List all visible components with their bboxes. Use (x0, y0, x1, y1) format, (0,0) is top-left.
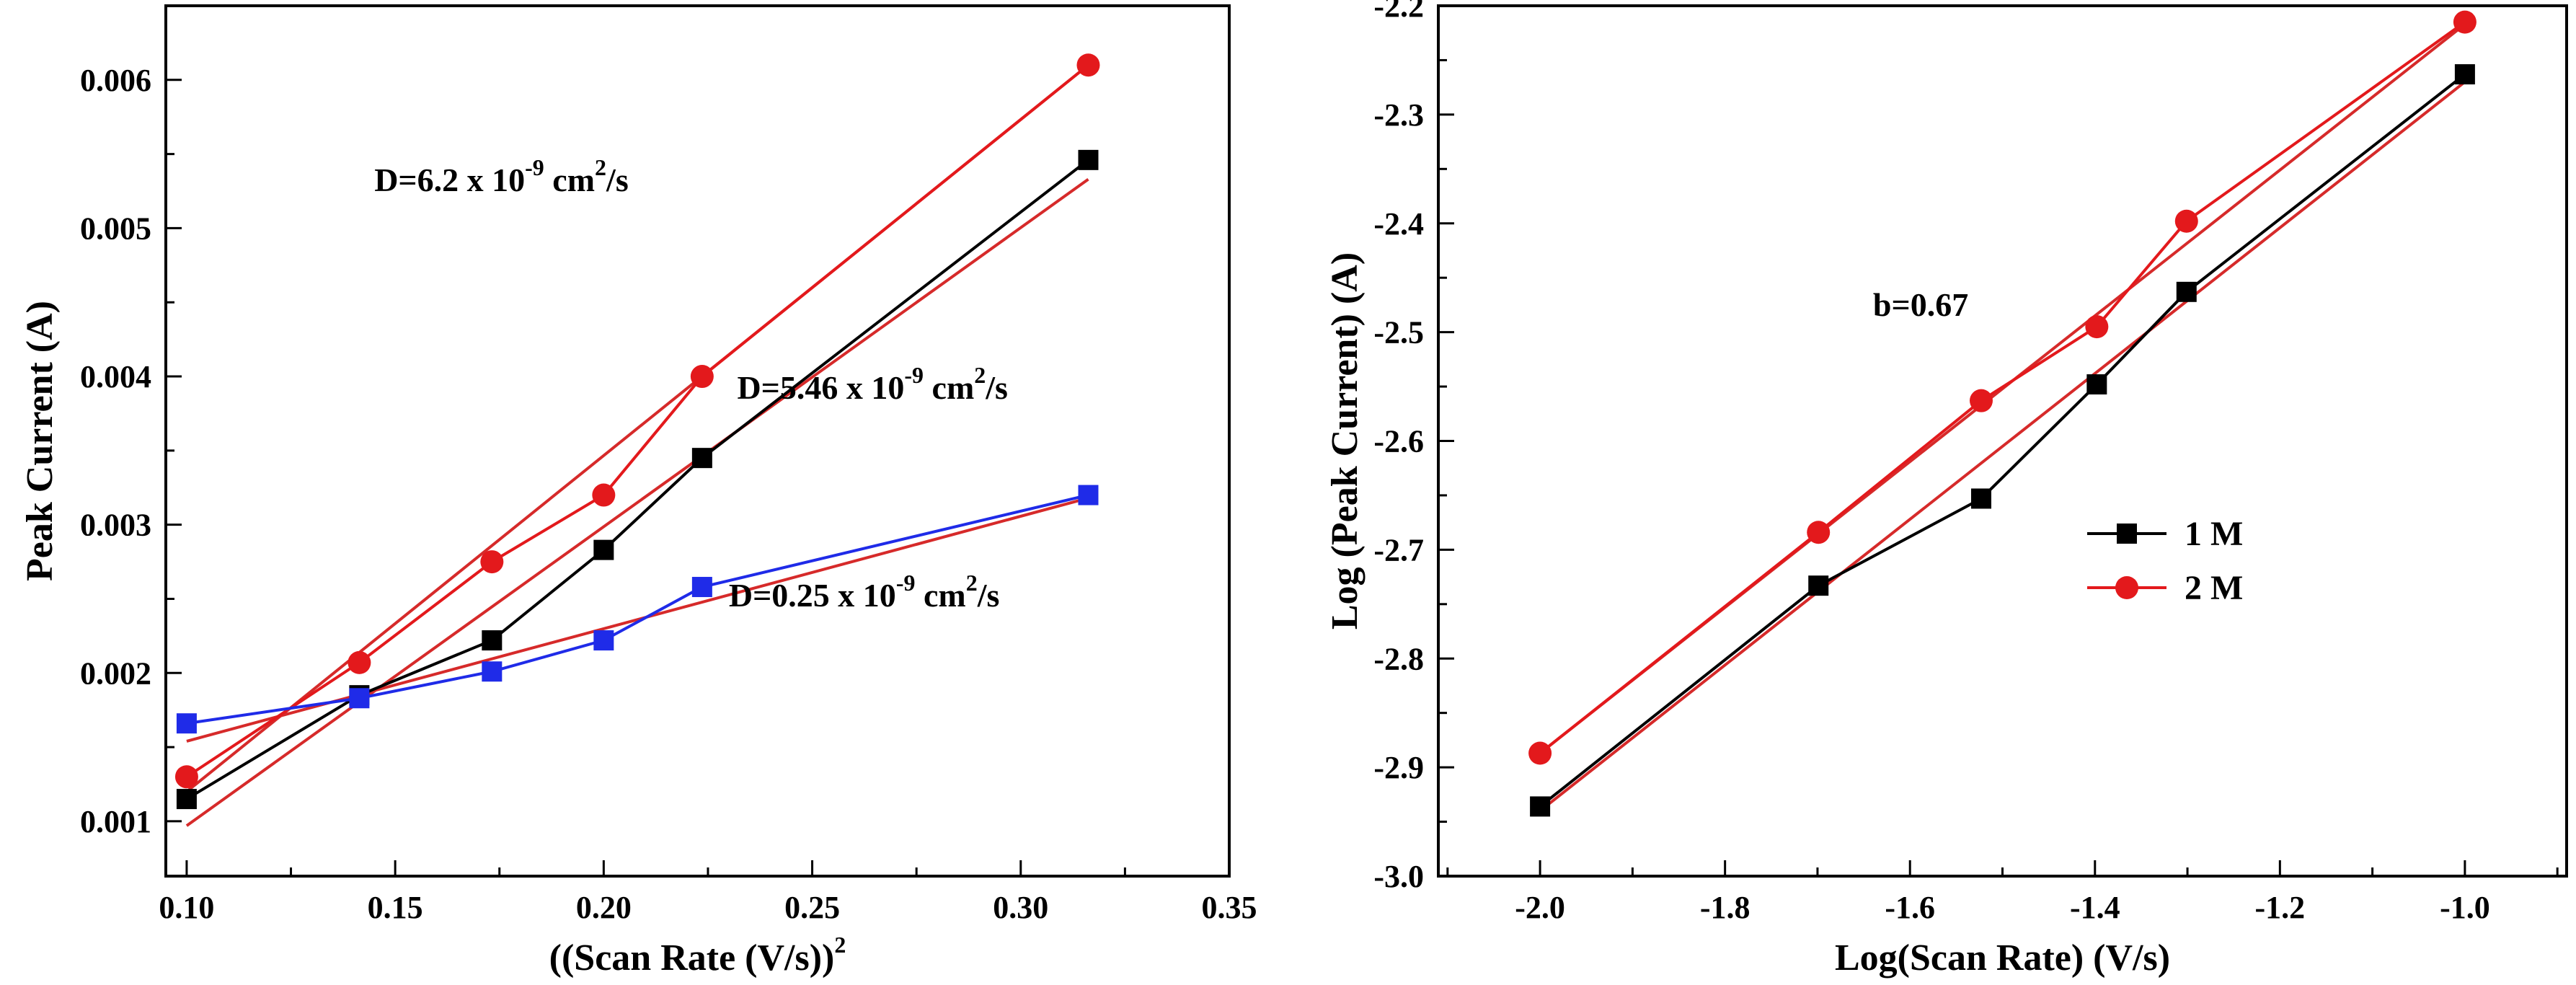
x-tick-label: 0.25 (784, 890, 840, 925)
annotation-exponent: -9 (525, 154, 544, 180)
x-tick-label: 0.35 (1202, 890, 1257, 925)
annotation-unit-exponent: 2 (966, 570, 978, 596)
data-point (482, 630, 503, 651)
annotation-1: b=0.67 (1873, 286, 1968, 323)
data-point (2086, 374, 2107, 395)
plot-frame (164, 4, 1231, 878)
data-point (480, 550, 504, 574)
annotation-2: D=5.46 x 10-9 cm2/s (737, 362, 1008, 406)
x-axis-title: Log(Scan Rate) (V/s) (1835, 937, 2170, 979)
y-tick-label: -2.6 (1373, 424, 1424, 459)
series-line-1m (185, 159, 1089, 800)
data-point (1970, 488, 1991, 509)
annotation-unit-exponent: 2 (974, 362, 986, 388)
annotation-unit-suffix: /s (985, 369, 1008, 406)
data-point (1807, 521, 1831, 544)
data-point (2085, 315, 2109, 339)
legend-marker (2115, 576, 2138, 599)
data-point (1969, 389, 1993, 412)
annotation-text: D=0.25 x 10 (729, 577, 896, 614)
y-tick-label: 0.004 (80, 359, 151, 394)
y-tick-label: -2.9 (1373, 750, 1424, 785)
y-axis-title: Peak Current (A) (19, 301, 61, 581)
annotation-exponent: -9 (896, 570, 916, 596)
y-tick-label: -2.8 (1373, 641, 1424, 676)
annotation-unit-suffix: /s (977, 577, 1000, 614)
y-tick-label: -2.5 (1373, 315, 1424, 350)
data-point (592, 483, 616, 507)
data-point (174, 765, 198, 789)
chart-panel-2: -2.0 -1.8 -1.6 -1.4 -1.2 -1.0 -3.0 -2.9 -2.8 -2.7… (1324, 0, 2568, 979)
annotation-unit-suffix: /s (606, 162, 629, 198)
data-point (482, 661, 503, 682)
y-tick-label: -2.4 (1373, 206, 1424, 242)
y-tick-label: -3.0 (1373, 859, 1424, 894)
data-point (1078, 485, 1099, 505)
x-tick-label: -1.4 (2070, 890, 2120, 925)
x-tick-label: -1.2 (2255, 890, 2306, 925)
y-tick-label: 0.001 (80, 804, 151, 839)
data-point (1078, 149, 1099, 170)
y-tick-label: -2.3 (1373, 97, 1424, 133)
y-tick-label: 0.003 (80, 508, 151, 543)
legend: 1 M2 M (2087, 515, 2243, 607)
series-line-2m (185, 63, 1089, 778)
data-point (348, 650, 371, 674)
data-point (690, 365, 714, 389)
y-tick-label: 0.006 (80, 63, 151, 98)
annotation-unit: cm (924, 369, 974, 406)
annotation-3: D=0.25 x 10-9 cm2/s (729, 570, 1000, 614)
x-tick-label: 0.30 (993, 890, 1048, 925)
data-point (1808, 575, 1829, 596)
x-tick-label: 0.15 (368, 890, 423, 925)
data-point (2454, 64, 2475, 85)
x-axis-title-text: ((Scan Rate (V/s)) (549, 937, 835, 979)
data-point (1076, 53, 1100, 77)
series-line-1m (1539, 73, 2466, 808)
data-point (176, 789, 197, 810)
data-point (691, 448, 712, 469)
x-axis-title-superscript: 2 (834, 932, 846, 958)
chart-panel-1: 0.10 0.15 0.20 0.25 0.30 0.35 0.001 0.002 0.003 0… (19, 4, 1257, 979)
x-tick-label: -1.8 (1700, 890, 1750, 925)
annotation-text: D=6.2 x 10 (374, 162, 525, 198)
x-tick-label: 0.10 (159, 890, 214, 925)
series-line-blue (186, 493, 1089, 725)
annotation-text: D=5.46 x 10 (737, 369, 904, 406)
legend-marker (2117, 524, 2137, 544)
data-point (2174, 209, 2198, 233)
fit-line-2 (185, 177, 1089, 827)
y-axis-title: Log (Peak Current) (A) (1324, 252, 1366, 630)
data-point (593, 630, 614, 651)
legend-label: 2 M (2185, 569, 2243, 607)
x-axis-title: ((Scan Rate (V/s))2 (549, 932, 846, 979)
x-axis-title-text: Log(Scan Rate) (V/s) (1835, 937, 2170, 979)
annotation-exponent: -9 (904, 362, 924, 388)
annotation-unit-exponent: 2 (595, 154, 606, 180)
data-point (1530, 796, 1551, 817)
annotation-unit: cm (915, 577, 965, 614)
data-point (176, 713, 197, 734)
y-tick-label: -2.7 (1373, 532, 1424, 567)
fit-line-1 (1539, 81, 2466, 813)
x-tick-label: -2.0 (1515, 890, 1565, 925)
data-point (691, 577, 712, 598)
data-point (2453, 10, 2477, 34)
series-line-2m (1539, 21, 2466, 755)
data-point (349, 688, 370, 709)
x-tick-label: -1.0 (2440, 890, 2490, 925)
data-point (2176, 281, 2197, 302)
annotation-1: D=6.2 x 10-9 cm2/s (374, 154, 629, 198)
x-tick-label: 0.20 (576, 890, 632, 925)
annotation-unit: cm (544, 162, 595, 198)
y-tick-label: -2.2 (1373, 0, 1424, 24)
y-tick-label: 0.002 (80, 655, 151, 691)
x-tick-label: -1.6 (1885, 890, 1935, 925)
data-point (1528, 741, 1552, 765)
legend-label: 1 M (2185, 515, 2243, 553)
data-point (593, 539, 614, 560)
y-tick-label: 0.005 (80, 211, 151, 246)
